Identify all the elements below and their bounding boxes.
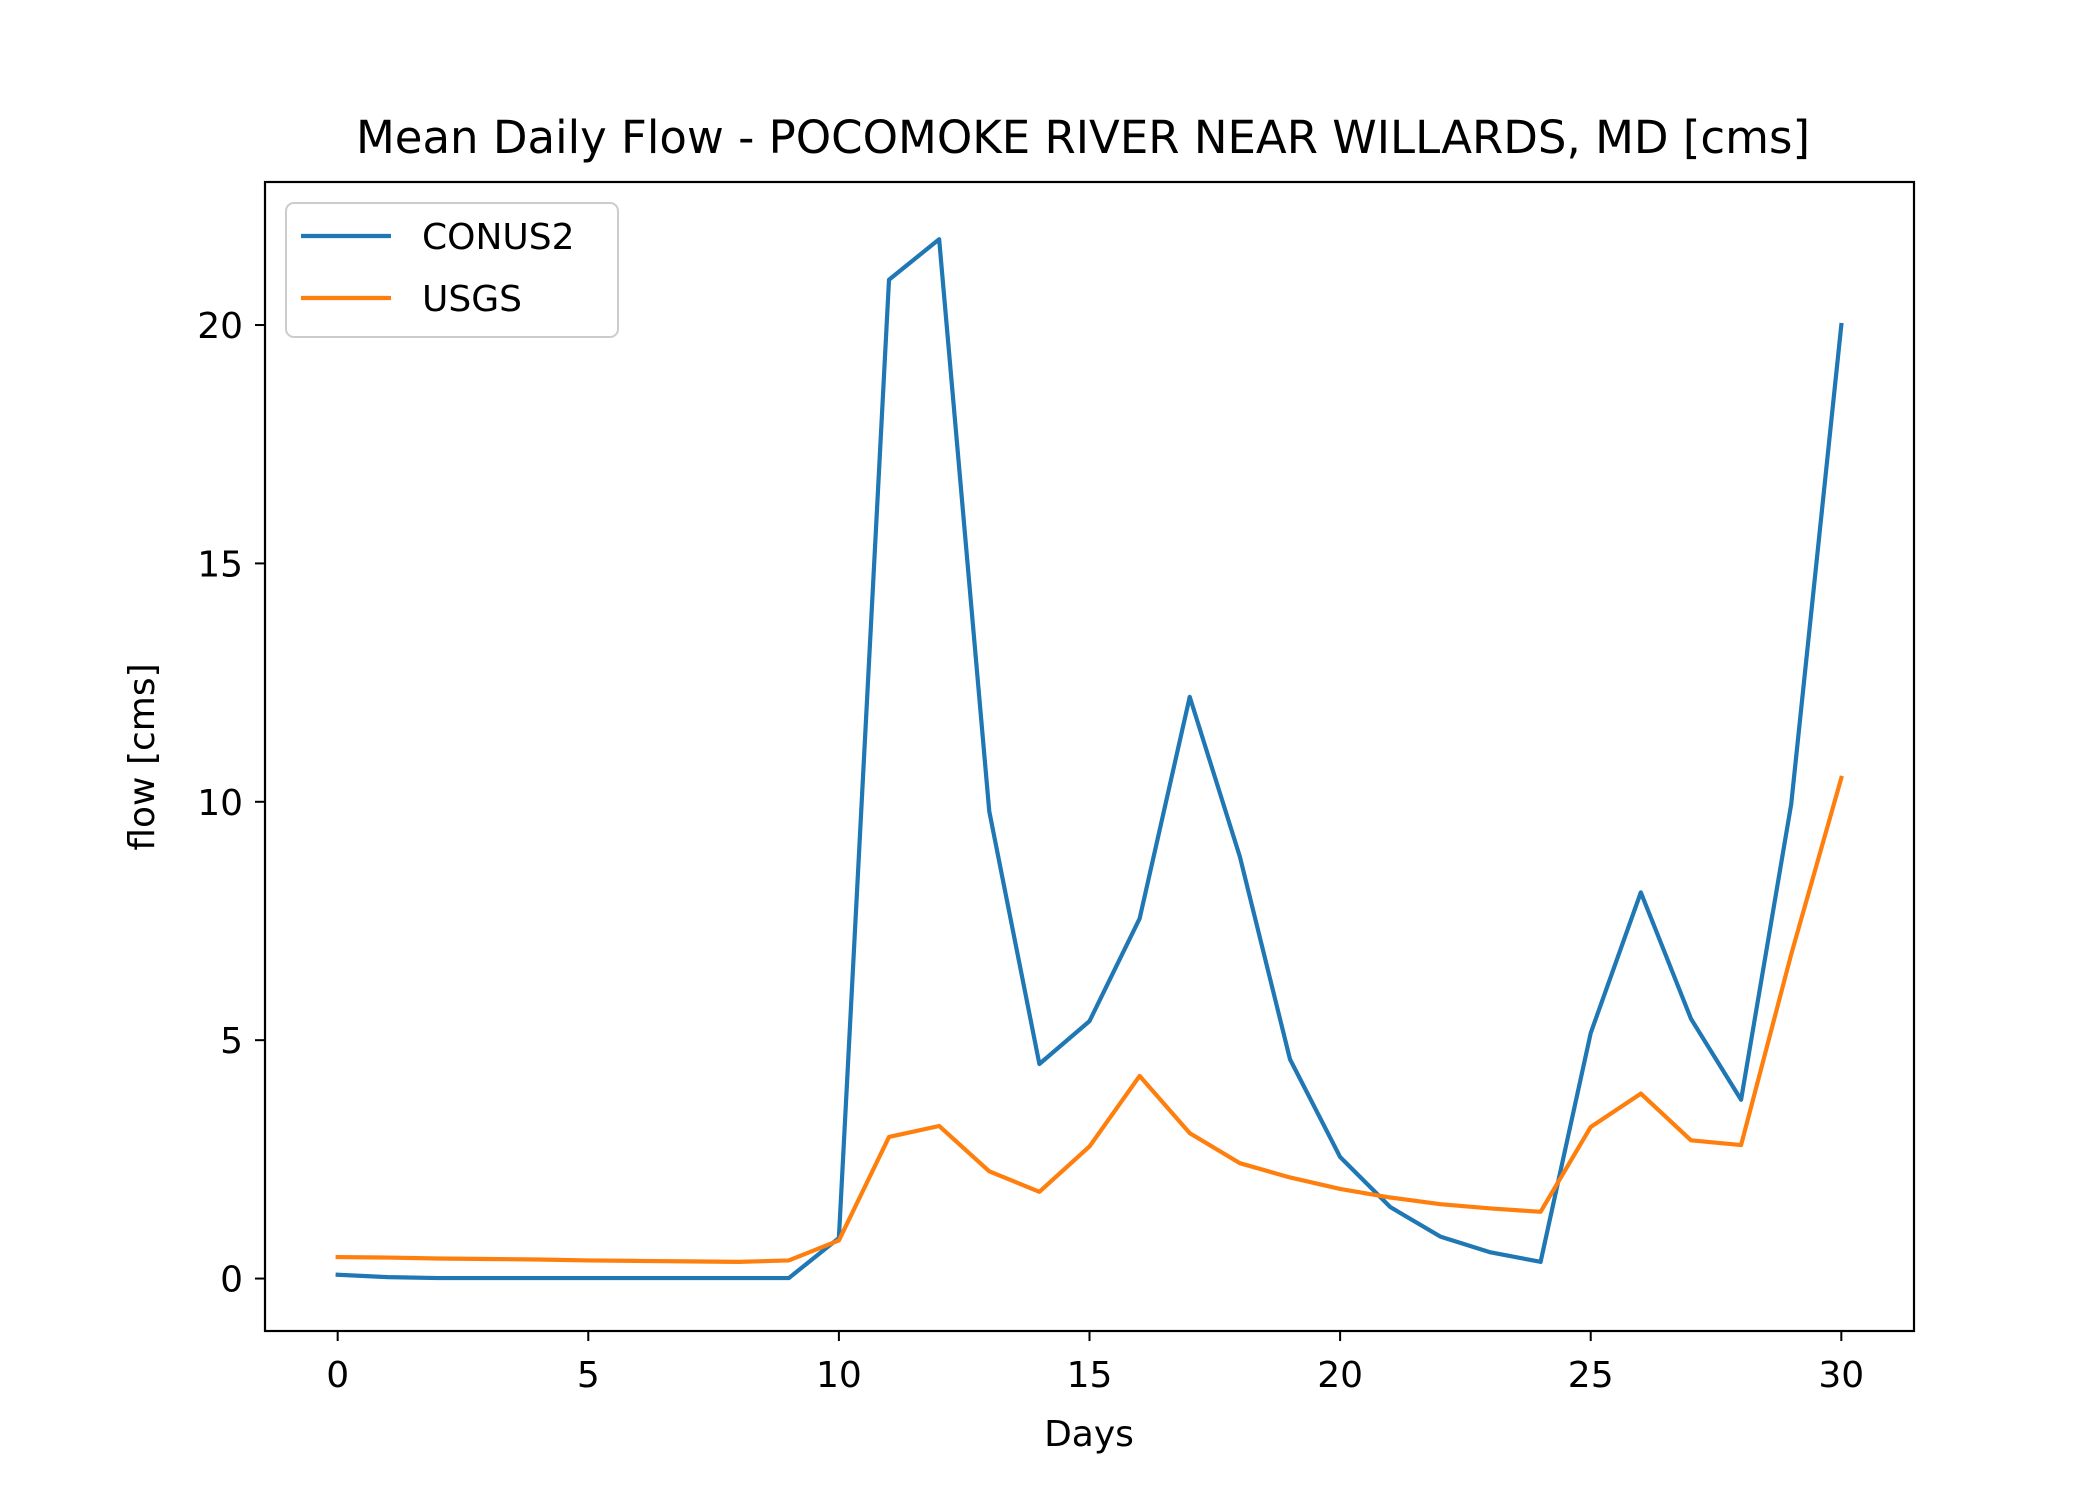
y-tick-label: 10 [197, 783, 243, 824]
plot-area: 0 5 10 15 20 25 30 0 5 10 15 20 [197, 180, 1916, 1396]
series-line-usgs [335, 775, 1844, 1264]
series-layer [335, 237, 1844, 1281]
x-tick-label: 15 [1067, 1355, 1113, 1396]
x-tick-label: 10 [816, 1355, 862, 1396]
y-tick-label: 5 [220, 1021, 243, 1062]
y-tick-label: 15 [197, 544, 243, 585]
x-tick-label: 0 [326, 1355, 349, 1396]
legend-label-conus2: CONUS2 [422, 217, 575, 258]
x-tick-label: 5 [577, 1355, 600, 1396]
y-tick-label: 20 [197, 306, 243, 347]
legend-label-usgs: USGS [422, 279, 522, 320]
chart-title: Mean Daily Flow - POCOMOKE RIVER NEAR WI… [356, 111, 1810, 164]
x-tick-label: 20 [1317, 1355, 1363, 1396]
x-tick-label: 30 [1818, 1355, 1864, 1396]
legend: CONUS2 USGS [285, 202, 619, 338]
x-tick-label: 25 [1568, 1355, 1614, 1396]
series-line-conus2 [335, 237, 1844, 1281]
x-axis: 0 5 10 15 20 25 30 [326, 1331, 1864, 1396]
y-tick-label: 0 [220, 1260, 243, 1301]
y-axis: 0 5 10 15 20 [197, 306, 265, 1301]
x-axis-label: Days [1044, 1414, 1134, 1455]
y-axis-label: flow [cms] [122, 663, 163, 850]
